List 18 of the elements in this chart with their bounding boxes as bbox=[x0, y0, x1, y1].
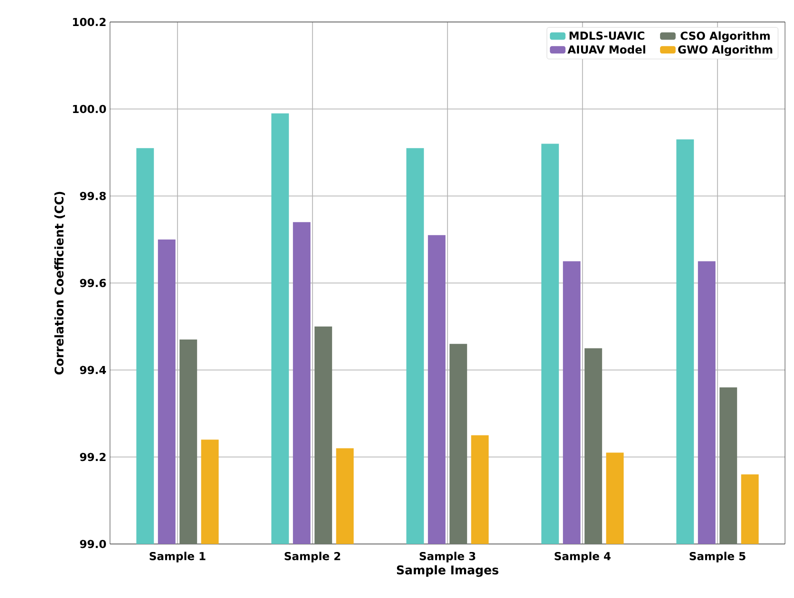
y-tick-label: 99.0 bbox=[80, 540, 106, 548]
y-tick-label: 100.2 bbox=[73, 18, 106, 26]
legend-label: CSO Algorithm bbox=[680, 31, 770, 42]
y-tick-label: 99.2 bbox=[80, 452, 106, 462]
legend-label: AIUAV Model bbox=[568, 45, 646, 54]
legend-label: MDLS-UAVIC bbox=[570, 31, 644, 40]
x-tick-label: Sample 3 bbox=[420, 552, 476, 562]
legend-label: GWO Algorithm bbox=[678, 45, 772, 56]
x-tick-label: Sample 4 bbox=[554, 552, 611, 562]
x-tick-label: Sample 1 bbox=[150, 552, 206, 562]
x-tick-label: Sample 2 bbox=[284, 552, 340, 562]
y-axis-title: Correlation Coefficient (CC) bbox=[54, 192, 65, 375]
y-tick-label: 99.4 bbox=[80, 366, 106, 374]
y-tick-label: 100.0 bbox=[73, 104, 106, 114]
y-tick-label: 99.8 bbox=[80, 192, 106, 200]
x-axis-title: Sample Images bbox=[396, 565, 498, 577]
x-tick-label: Sample 5 bbox=[690, 552, 746, 562]
y-tick-label: 99.6 bbox=[80, 278, 106, 288]
